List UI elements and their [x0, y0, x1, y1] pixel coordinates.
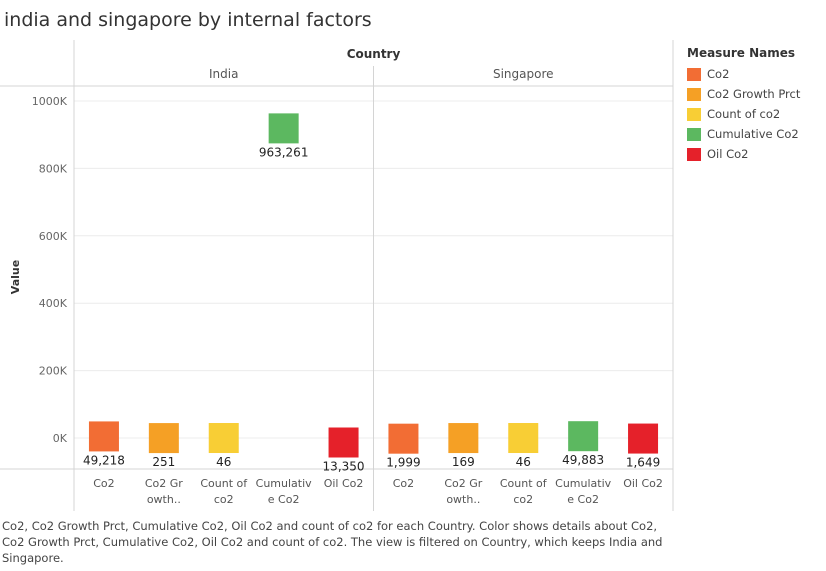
x-tick-label: Co2 Gr — [444, 477, 482, 490]
data-label: 251 — [152, 455, 175, 469]
x-tick-label: Cumulativ — [555, 477, 612, 490]
x-tick-label: co2 — [513, 493, 533, 506]
legend-swatch — [687, 87, 701, 101]
bar — [268, 113, 299, 144]
bar — [388, 423, 419, 454]
x-tick-label: Count of — [500, 477, 548, 490]
legend-item[interactable]: Cumulative Co2 — [687, 124, 800, 144]
data-label: 46 — [516, 455, 531, 469]
bar — [148, 423, 179, 454]
legend-swatch — [687, 107, 701, 121]
legend-swatch — [687, 147, 701, 161]
bar — [88, 421, 119, 452]
y-axis-label: Value — [9, 260, 22, 294]
bar — [208, 423, 239, 454]
x-tick-label: Co2 — [393, 477, 414, 490]
data-label: 46 — [216, 455, 231, 469]
x-tick-label: e Co2 — [268, 493, 300, 506]
y-tick-label: 800K — [39, 162, 68, 175]
column-header: Country — [347, 47, 401, 61]
x-tick-label: owth.. — [147, 493, 181, 506]
legend-swatch — [687, 127, 701, 141]
legend-title: Measure Names — [687, 46, 796, 60]
y-tick-label: 200K — [39, 365, 68, 378]
data-label: 1,999 — [386, 456, 420, 470]
legend-label: Oil Co2 — [707, 147, 749, 161]
bar — [628, 423, 659, 454]
data-label: 49,883 — [562, 453, 604, 467]
panel-label: Singapore — [493, 67, 554, 81]
panel-label: India — [209, 67, 238, 81]
legend-label: Count of co2 — [707, 107, 781, 121]
data-label: 169 — [452, 455, 475, 469]
legend-label: Co2 Growth Prct — [707, 87, 801, 101]
chart-title: india and singapore by internal factors — [4, 9, 372, 31]
x-tick-label: e Co2 — [567, 493, 599, 506]
legend[interactable]: Measure Names Co2 Co2 Growth Prct Count of… — [687, 46, 800, 164]
legend-item[interactable]: Co2 Growth Prct — [687, 84, 800, 104]
y-tick-label: 1000K — [32, 95, 68, 108]
legend-item[interactable]: Co2 — [687, 64, 800, 84]
legend-item[interactable]: Oil Co2 — [687, 144, 800, 164]
x-tick-label: owth.. — [446, 493, 480, 506]
x-tick-label: Oil Co2 — [324, 477, 364, 490]
bar — [508, 423, 539, 454]
bar — [328, 427, 359, 458]
x-tick-label: Count of — [200, 477, 248, 490]
bar — [448, 423, 479, 454]
legend-item[interactable]: Count of co2 — [687, 104, 800, 124]
x-tick-label: Co2 — [93, 477, 114, 490]
x-tick-label: Co2 Gr — [145, 477, 183, 490]
y-tick-label: 0K — [53, 432, 68, 445]
x-tick-label: co2 — [214, 493, 234, 506]
legend-swatch — [687, 67, 701, 81]
data-label: 49,218 — [83, 453, 125, 467]
y-tick-label: 400K — [39, 297, 68, 310]
data-label: 1,649 — [626, 456, 660, 470]
legend-label: Cumulative Co2 — [707, 127, 799, 141]
y-tick-label: 600K — [39, 230, 68, 243]
x-tick-label: Oil Co2 — [623, 477, 663, 490]
data-label: 13,350 — [323, 459, 365, 473]
caption: Co2, Co2 Growth Prct, Cumulative Co2, Oi… — [2, 519, 663, 565]
x-tick-label: Cumulativ — [256, 477, 313, 490]
data-label: 963,261 — [259, 145, 309, 159]
bar — [568, 421, 599, 452]
legend-label: Co2 — [707, 67, 730, 81]
